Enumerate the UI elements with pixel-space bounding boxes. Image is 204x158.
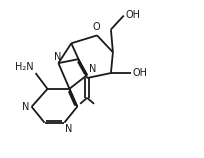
Text: N: N (89, 64, 96, 74)
Text: O: O (92, 22, 100, 32)
Text: OH: OH (126, 10, 141, 20)
Text: OH: OH (133, 68, 148, 78)
Text: H₂N: H₂N (14, 62, 33, 72)
Text: N: N (54, 52, 61, 62)
Text: N: N (65, 124, 73, 134)
Text: N: N (22, 102, 29, 112)
